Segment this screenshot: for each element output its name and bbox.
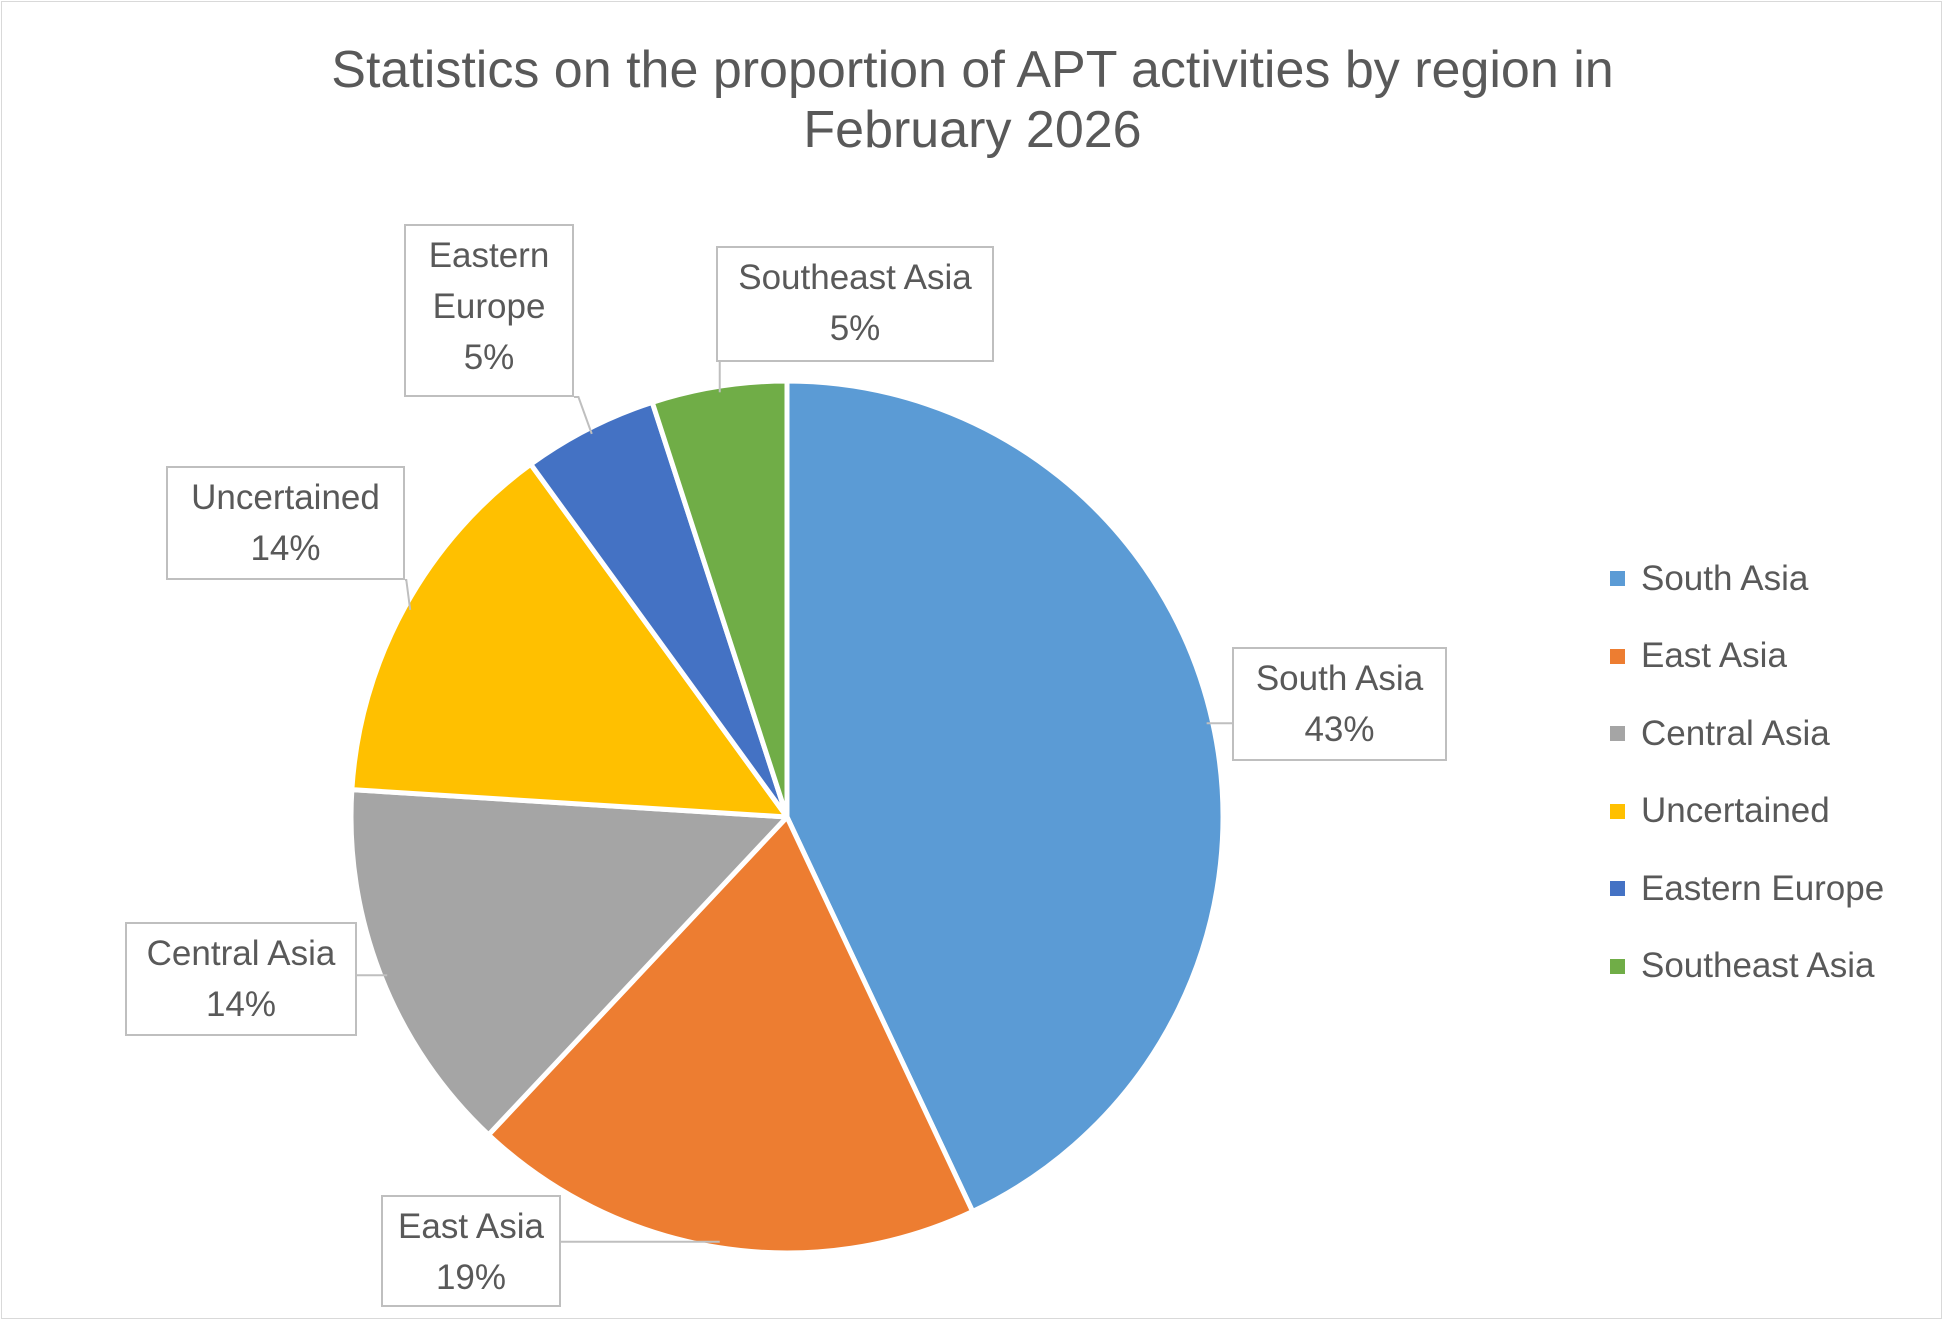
data-label-name: East Asia <box>398 1207 544 1246</box>
data-label-east-asia: East Asia 19% <box>381 1195 561 1307</box>
chart-title-line-1: Statistics on the proportion of APT acti… <box>331 41 1614 99</box>
pie-slice-south-asia <box>784 378 1226 1214</box>
legend-label: East Asia <box>1641 636 1787 676</box>
legend-item-southeast-asia: Southeast Asia <box>1610 928 1884 1006</box>
legend-item-central-asia: Central Asia <box>1610 695 1884 773</box>
legend-label: South Asia <box>1641 558 1809 598</box>
chart-title: Statistics on the proportion of APT acti… <box>0 40 1945 160</box>
legend-swatch <box>1610 881 1625 897</box>
legend-label: Uncertained <box>1641 791 1830 831</box>
legend-swatch <box>1610 648 1625 664</box>
pie-slice-uncertained <box>349 461 790 820</box>
data-label-name: South Asia <box>1255 659 1424 698</box>
pie-slices <box>348 378 1226 1256</box>
data-label-name: Uncertained <box>191 478 380 517</box>
data-label-value: 14% <box>205 985 277 1024</box>
legend-label: Central Asia <box>1641 713 1830 753</box>
legend: South Asia East Asia Central Asia Uncert… <box>1610 540 1884 1005</box>
legend-swatch <box>1610 571 1625 587</box>
leader-line-eastern-europe <box>574 396 593 435</box>
data-label-name: Southeast Asia <box>738 258 972 297</box>
data-label-value: 5% <box>463 338 515 377</box>
data-label-name: Eastern <box>428 236 550 275</box>
data-label-uncertained: Uncertained 14% <box>166 466 405 580</box>
data-label-central-asia: Central Asia 14% <box>125 922 357 1036</box>
data-label-name: Central Asia <box>146 934 336 973</box>
legend-item-south-asia: South Asia <box>1610 540 1884 618</box>
data-label-value: 43% <box>1304 710 1375 749</box>
legend-item-uncertained: Uncertained <box>1610 773 1884 851</box>
leader-line-uncertained <box>405 579 412 610</box>
pie-slice-central-asia <box>348 787 790 1138</box>
legend-label: Southeast Asia <box>1641 946 1875 986</box>
pie-slice-east-asia <box>486 814 976 1256</box>
legend-label: Eastern Europe <box>1641 868 1885 908</box>
data-label-value: 19% <box>435 1258 507 1297</box>
data-label-south-asia: South Asia 43% <box>1232 647 1447 761</box>
chart-title-line-2: February 2026 <box>803 101 1142 159</box>
leader-lines <box>357 362 1232 1243</box>
data-label-southeast-asia: Southeast Asia 5% <box>716 246 994 362</box>
legend-swatch <box>1610 958 1625 974</box>
legend-swatch <box>1610 803 1625 819</box>
data-label-value: 5% <box>829 309 881 348</box>
data-label-name-2: Europe <box>432 287 546 326</box>
legend-item-east-asia: East Asia <box>1610 618 1884 696</box>
data-label-value: 14% <box>250 529 321 568</box>
data-label-eastern-europe: Eastern Europe 5% <box>404 224 574 397</box>
legend-item-eastern-europe: Eastern Europe <box>1610 850 1884 928</box>
legend-swatch <box>1610 726 1625 742</box>
